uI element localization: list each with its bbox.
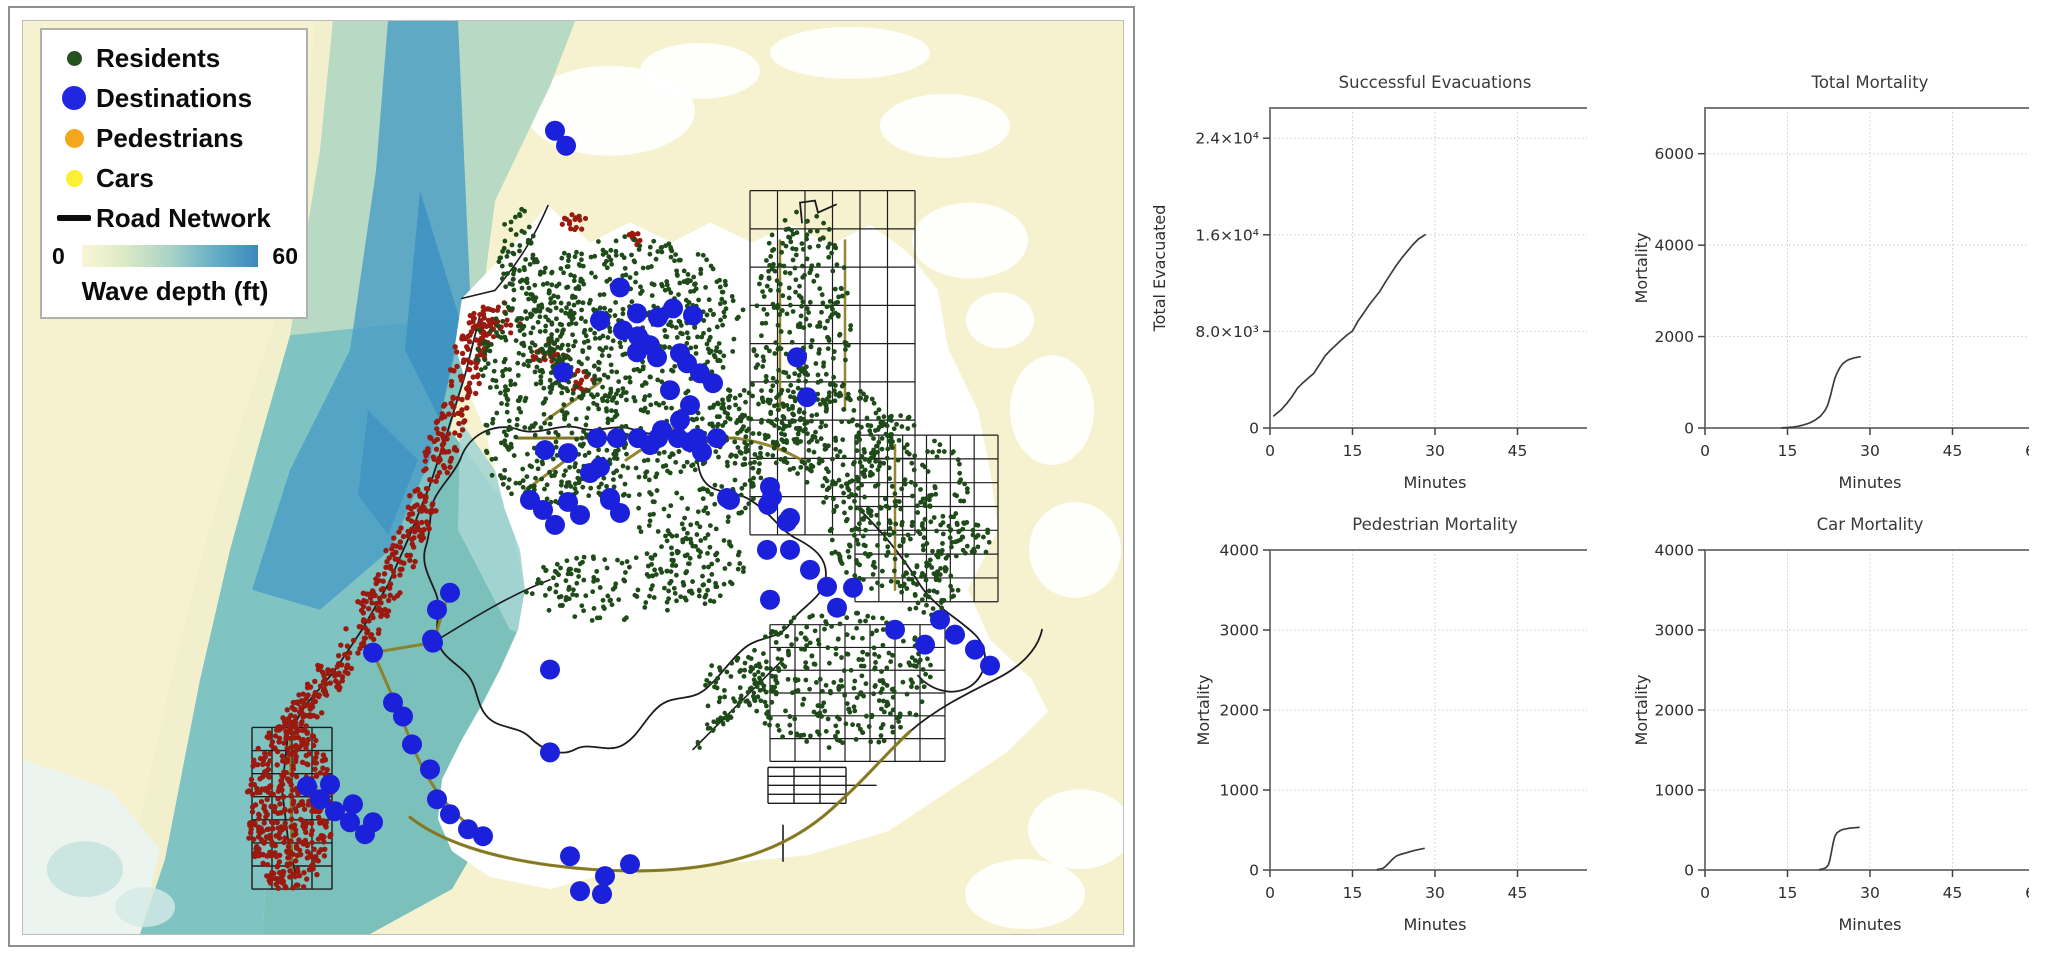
svg-text:6000: 6000 <box>1655 145 1694 163</box>
svg-text:Mortality: Mortality <box>1632 233 1651 304</box>
svg-text:Minutes: Minutes <box>1404 915 1467 934</box>
svg-text:Minutes: Minutes <box>1404 473 1467 492</box>
svg-text:2.4×10⁴: 2.4×10⁴ <box>1195 130 1259 148</box>
svg-text:3000: 3000 <box>1655 622 1694 640</box>
svg-text:Mortality: Mortality <box>1632 675 1651 746</box>
wave-depth-colorbar: 0 60 <box>52 240 298 272</box>
legend-item-label: Road Network <box>96 203 271 233</box>
svg-text:0: 0 <box>1684 420 1694 438</box>
svg-text:0: 0 <box>1684 862 1694 880</box>
svg-text:15: 15 <box>1778 442 1798 460</box>
svg-text:Car Mortality: Car Mortality <box>1817 515 1924 534</box>
svg-text:15: 15 <box>1343 884 1363 902</box>
svg-text:45: 45 <box>1508 884 1528 902</box>
svg-text:2000: 2000 <box>1655 702 1694 720</box>
svg-text:0: 0 <box>1700 442 1710 460</box>
svg-text:30: 30 <box>1860 442 1880 460</box>
svg-text:30: 30 <box>1425 442 1445 460</box>
svg-text:8.0×10³: 8.0×10³ <box>1195 323 1259 341</box>
svg-text:Mortality: Mortality <box>1194 675 1213 746</box>
legend-item-label: Residents <box>96 43 221 73</box>
svg-text:Minutes: Minutes <box>1839 915 1902 934</box>
svg-text:0: 0 <box>1265 442 1275 460</box>
svg-text:0: 0 <box>1249 862 1259 880</box>
map-legend: Residents Destinations Pedestrians Cars … <box>40 28 308 319</box>
legend-item-residents: Residents <box>52 38 298 78</box>
svg-text:2000: 2000 <box>1220 702 1259 720</box>
svg-text:1000: 1000 <box>1220 782 1259 800</box>
svg-text:30: 30 <box>1860 884 1880 902</box>
svg-text:4000: 4000 <box>1655 237 1694 255</box>
road-line-icon <box>52 215 96 221</box>
legend-item-label: Destinations <box>96 83 253 113</box>
svg-text:60: 60 <box>2025 442 2029 460</box>
svg-text:4000: 4000 <box>1655 542 1694 560</box>
chart-pedestrian-mortality: 01530456001000200030004000Pedestrian Mor… <box>1145 494 1587 954</box>
legend-item-label: Pedestrians <box>96 123 244 153</box>
svg-text:2000: 2000 <box>1655 328 1694 346</box>
svg-text:45: 45 <box>1943 442 1963 460</box>
chart-successful-evacuations: 01530456008.0×10³1.6×10⁴2.4×10⁴Successfu… <box>1145 52 1587 512</box>
chart-car-mortality: 0 15 30 45 60 0 1000 2000 3000 4000 Car Mortality M… <box>1587 494 2029 954</box>
svg-text:Total Evacuated: Total Evacuated <box>1150 205 1169 333</box>
svg-text:3000: 3000 <box>1220 622 1259 640</box>
svg-text:4000: 4000 <box>1220 542 1259 560</box>
colorbar-min-label: 0 <box>52 242 65 269</box>
svg-text:45: 45 <box>1508 442 1528 460</box>
svg-text:1000: 1000 <box>1655 782 1694 800</box>
svg-text:Minutes: Minutes <box>1839 473 1902 492</box>
legend-item-pedestrians: Pedestrians <box>52 118 298 158</box>
svg-text:Successful Evacuations: Successful Evacuations <box>1339 73 1532 92</box>
svg-text:Pedestrian Mortality: Pedestrian Mortality <box>1352 515 1518 534</box>
residents-dot-icon <box>52 50 96 66</box>
chart-total-mortality: 0 15 30 45 60 0 2000 4000 6000 Total Mortality Min… <box>1587 52 2029 512</box>
svg-text:0: 0 <box>1700 884 1710 902</box>
colorbar-gradient <box>82 245 258 267</box>
legend-item-cars: Cars <box>52 158 298 198</box>
legend-item-road-network: Road Network <box>52 198 298 238</box>
evacuation-map-panel: Residents Destinations Pedestrians Cars … <box>8 6 1135 947</box>
svg-text:30: 30 <box>1425 884 1445 902</box>
colorbar-caption: Wave depth (ft) <box>81 276 269 306</box>
svg-text:15: 15 <box>1778 884 1798 902</box>
destinations-dot-icon <box>52 86 96 110</box>
svg-text:0: 0 <box>1249 420 1259 438</box>
cars-dot-icon <box>52 169 96 187</box>
pedestrians-dot-icon <box>52 128 96 148</box>
svg-text:45: 45 <box>1943 884 1963 902</box>
legend-item-destinations: Destinations <box>52 78 298 118</box>
evacuation-map <box>22 20 1124 935</box>
svg-text:15: 15 <box>1343 442 1363 460</box>
svg-text:60: 60 <box>2025 884 2029 902</box>
svg-text:Total Mortality: Total Mortality <box>1811 73 1929 92</box>
legend-item-label: Cars <box>96 163 154 193</box>
colorbar-max-label: 60 <box>272 242 298 269</box>
svg-text:0: 0 <box>1265 884 1275 902</box>
svg-text:1.6×10⁴: 1.6×10⁴ <box>1195 226 1259 244</box>
